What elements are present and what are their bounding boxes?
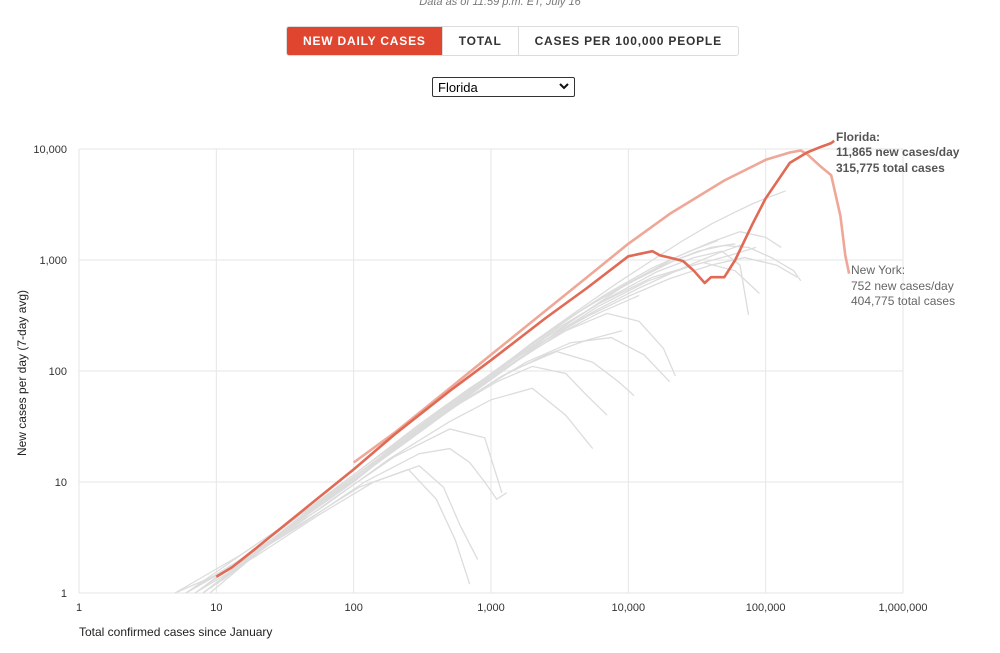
y-tick-label: 10 <box>55 477 67 489</box>
other-state-line <box>209 244 802 589</box>
other-states-lines <box>174 190 802 594</box>
other-state-line <box>215 243 736 585</box>
y-tick-label: 1,000 <box>39 255 67 267</box>
new-york-annotation-daily: 752 new cases/day <box>851 279 954 293</box>
florida-annotation-name: Florida: <box>836 130 880 144</box>
grid-lines <box>78 148 904 594</box>
florida-line <box>215 139 835 578</box>
y-axis-ticks: 1 10 100 1,000 10,000 <box>33 144 67 600</box>
other-state-line <box>202 336 671 594</box>
other-state-line <box>202 428 503 594</box>
x-tick-label: 100 <box>344 602 362 614</box>
tab-new-daily-cases[interactable]: NEW DAILY CASES <box>287 27 443 55</box>
y-axis-label: New cases per day (7-day avg) <box>15 290 29 456</box>
florida-annotation: Florida: 11,865 new cases/day 315,775 to… <box>836 130 960 175</box>
other-state-line <box>226 231 782 575</box>
other-state-line <box>209 312 676 589</box>
other-state-line <box>194 256 798 594</box>
other-state-line <box>202 246 757 594</box>
y-tick-label: 10,000 <box>33 144 67 156</box>
x-tick-label: 1 <box>76 602 82 614</box>
x-tick-label: 1,000,000 <box>879 602 928 614</box>
new-york-line <box>352 149 851 464</box>
data-timestamp: Data as of 11:59 p.m. ET, July 16 <box>419 0 581 8</box>
highlighted-lines <box>215 139 851 578</box>
other-state-line <box>221 250 750 581</box>
x-tick-label: 10 <box>210 602 222 614</box>
florida-annotation-total: 315,775 total cases <box>836 161 945 175</box>
y-tick-label: 1 <box>61 588 67 600</box>
x-tick-label: 100,000 <box>746 602 786 614</box>
tab-total[interactable]: TOTAL <box>443 27 519 55</box>
new-york-annotation-name: New York: <box>851 263 905 277</box>
other-state-line <box>215 243 745 585</box>
x-axis-ticks: 1 10 100 1,000 10,000 100,000 1,000,000 <box>76 602 928 614</box>
chevron-down-icon <box>559 83 569 90</box>
other-state-line <box>194 350 635 594</box>
state-select[interactable]: Florida <box>432 77 575 97</box>
y-tick-label: 100 <box>49 366 67 378</box>
new-york-annotation-total: 404,775 total cases <box>851 294 955 308</box>
state-select-value: Florida <box>438 80 478 95</box>
metric-tabs: NEW DAILY CASES TOTAL CASES PER 100,000 … <box>286 26 739 56</box>
x-tick-label: 1,000 <box>477 602 505 614</box>
x-axis-label: Total confirmed cases since January <box>79 625 272 639</box>
x-tick-label: 10,000 <box>612 602 646 614</box>
florida-annotation-daily: 11,865 new cases/day <box>836 145 960 159</box>
tab-cases-per-100k[interactable]: CASES PER 100,000 PEOPLE <box>534 34 722 48</box>
new-york-annotation: New York: 752 new cases/day 404,775 tota… <box>851 263 955 308</box>
